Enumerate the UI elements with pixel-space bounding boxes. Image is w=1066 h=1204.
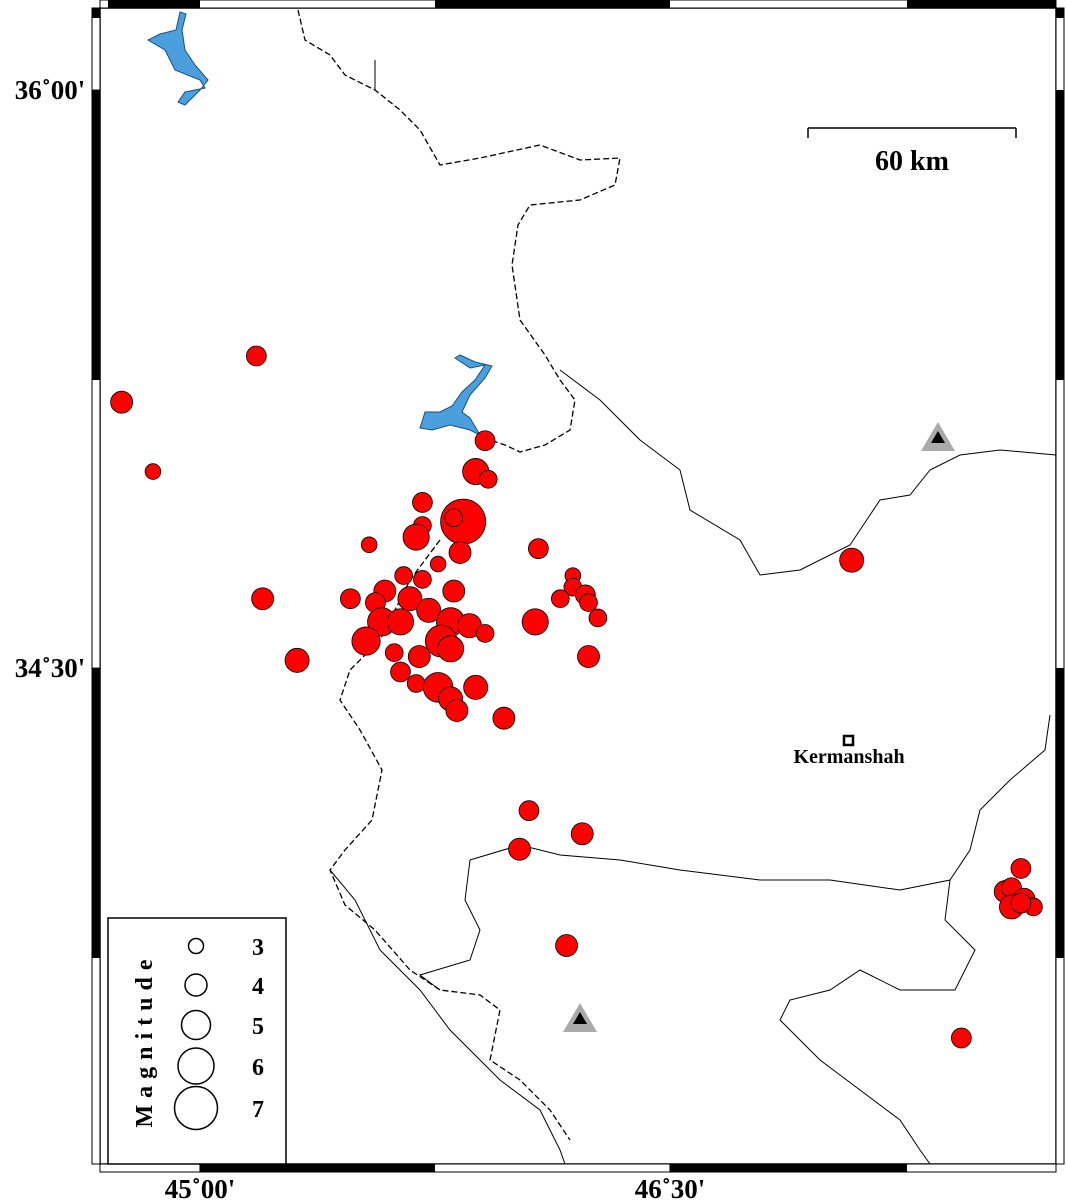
earthquake bbox=[1010, 892, 1032, 914]
legend-label: 4 bbox=[252, 974, 264, 1000]
earthquake bbox=[448, 541, 472, 564]
earthquake bbox=[351, 626, 381, 656]
earthquake bbox=[360, 536, 378, 554]
city-marker bbox=[842, 734, 855, 747]
lakes bbox=[146, 11, 493, 437]
legend-circle bbox=[180, 1009, 212, 1041]
earthquake bbox=[437, 635, 465, 663]
earthquake bbox=[390, 661, 411, 683]
legend-label: 3 bbox=[252, 935, 264, 961]
earthquake bbox=[416, 597, 442, 623]
earthquake bbox=[386, 608, 414, 636]
earthquake bbox=[110, 390, 134, 414]
x-tick-label: 46˚30' bbox=[635, 1174, 706, 1204]
legend-title: Magnitude bbox=[132, 952, 158, 1127]
earthquake bbox=[577, 645, 600, 668]
legend-box bbox=[107, 917, 287, 1165]
earthquake bbox=[445, 699, 469, 722]
earthquake bbox=[951, 1027, 972, 1049]
borders bbox=[297, 9, 1057, 1165]
city-label: Kermanshah bbox=[793, 746, 904, 768]
y-tick-label: 34˚30' bbox=[15, 653, 86, 683]
earthquake bbox=[384, 643, 404, 662]
earthquake bbox=[144, 463, 162, 480]
x-tick-label: 45˚00' bbox=[165, 1174, 236, 1204]
legend-label: 5 bbox=[252, 1014, 264, 1040]
volcano-markers bbox=[563, 422, 955, 1032]
earthquake bbox=[413, 570, 432, 589]
earthquake bbox=[521, 608, 549, 636]
earthquake bbox=[550, 589, 570, 609]
earthquake bbox=[579, 593, 598, 612]
earthquake bbox=[528, 538, 549, 559]
legend-circle bbox=[187, 937, 205, 955]
earthquake bbox=[246, 345, 267, 367]
earthquake bbox=[474, 430, 496, 452]
earthquake bbox=[394, 566, 413, 585]
earthquake bbox=[1010, 858, 1032, 879]
earthquake bbox=[518, 800, 540, 821]
legend-label: 7 bbox=[252, 1097, 264, 1123]
earthquake bbox=[284, 647, 310, 673]
earthquake bbox=[478, 469, 498, 489]
earthquake bbox=[463, 674, 489, 700]
earthquake bbox=[475, 624, 495, 643]
legend-label: 6 bbox=[252, 1055, 264, 1081]
earthquake bbox=[251, 587, 275, 611]
earthquake bbox=[429, 555, 447, 573]
earthquake bbox=[412, 492, 433, 513]
earthquake bbox=[555, 934, 578, 957]
legend-circle bbox=[184, 973, 208, 997]
earthquake bbox=[839, 547, 865, 573]
earthquake bbox=[397, 586, 423, 612]
earthquake bbox=[402, 523, 430, 551]
events bbox=[110, 345, 1043, 1049]
earthquake bbox=[406, 674, 426, 693]
earthquake bbox=[492, 706, 516, 730]
y-tick-label: 36˚00' bbox=[15, 75, 86, 105]
earthquake bbox=[444, 508, 464, 528]
legend-circle bbox=[173, 1085, 219, 1131]
earthquake bbox=[570, 822, 594, 846]
earthquake bbox=[588, 608, 608, 628]
earthquake bbox=[442, 579, 466, 603]
frame-bars bbox=[91, 0, 1065, 1173]
earthquake bbox=[508, 837, 531, 861]
earthquake bbox=[407, 645, 431, 668]
scale-bar-label: 60 km bbox=[875, 146, 949, 177]
earthquake bbox=[340, 588, 361, 610]
legend-circle bbox=[177, 1047, 215, 1085]
